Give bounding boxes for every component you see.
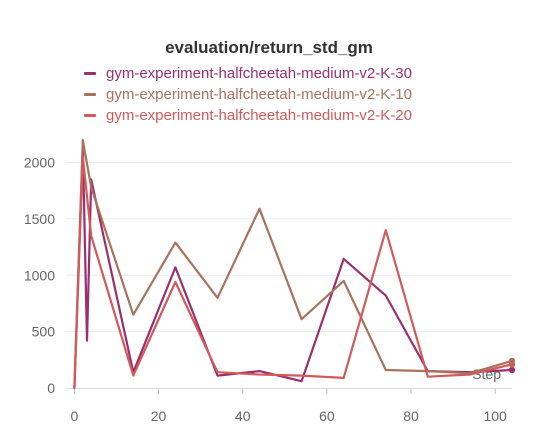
x-tick-label: 0 xyxy=(71,408,79,424)
legend-label: gym-experiment-halfcheetah-medium-v2-K-2… xyxy=(106,107,412,124)
chart-legend: gym-experiment-halfcheetah-medium-v2-K-3… xyxy=(84,63,412,126)
legend-label: gym-experiment-halfcheetah-medium-v2-K-1… xyxy=(106,86,412,103)
series-line xyxy=(73,138,514,390)
series-end-point xyxy=(508,366,516,374)
legend-swatch xyxy=(84,114,96,117)
x-tick-label: 80 xyxy=(403,408,419,424)
x-tick-label: 20 xyxy=(151,408,167,424)
legend-item[interactable]: gym-experiment-halfcheetah-medium-v2-K-1… xyxy=(84,84,412,105)
chart-title: evaluation/return_std_gm xyxy=(165,38,373,57)
x-tick-label: 100 xyxy=(483,408,507,424)
series-line xyxy=(73,144,514,390)
series-line xyxy=(73,155,514,390)
legend-item[interactable]: gym-experiment-halfcheetah-medium-v2-K-2… xyxy=(84,105,412,126)
y-tick-label: 500 xyxy=(32,324,56,340)
y-tick-label: 2000 xyxy=(24,155,55,171)
legend-swatch xyxy=(84,93,96,96)
y-tick-label: 1500 xyxy=(24,211,55,227)
legend-swatch xyxy=(84,72,96,75)
x-tick-label: 60 xyxy=(319,408,335,424)
x-tick-label: 40 xyxy=(235,408,251,424)
legend-label: gym-experiment-halfcheetah-medium-v2-K-3… xyxy=(106,65,412,82)
y-tick-label: 0 xyxy=(47,380,55,396)
y-tick-label: 1000 xyxy=(24,267,55,283)
legend-item[interactable]: gym-experiment-halfcheetah-medium-v2-K-3… xyxy=(84,63,412,84)
series-end-point xyxy=(508,361,516,368)
